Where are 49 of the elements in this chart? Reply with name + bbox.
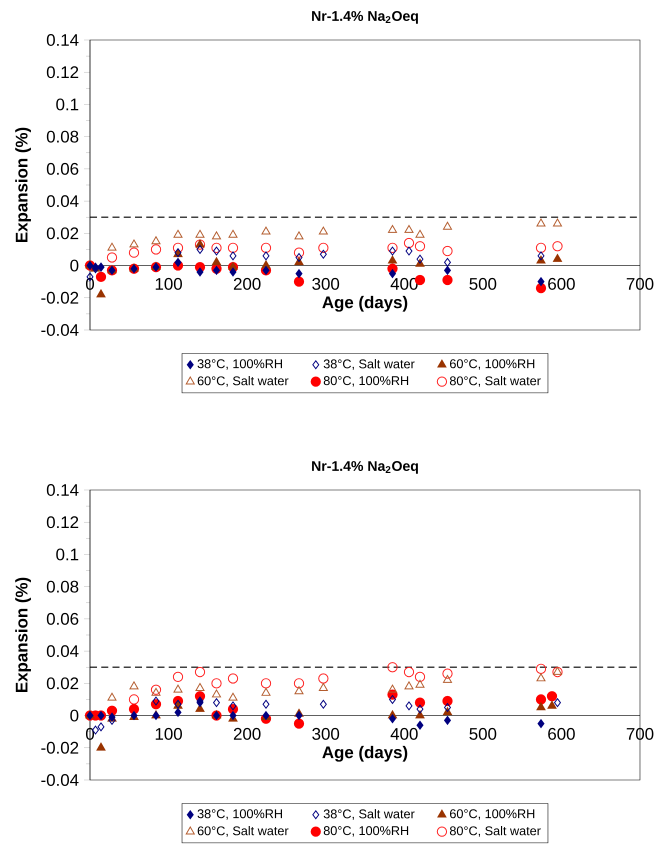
y-tick-label: 0.04 <box>46 645 79 658</box>
y-tick-label: 0.14 <box>46 484 79 496</box>
y-tick-label: -0.04 <box>41 774 79 786</box>
legend-label: 38°C, Salt water <box>324 359 415 370</box>
legend-label: 80°C, 100%RH <box>324 376 408 387</box>
x-tick-label: 200 <box>234 728 261 740</box>
x-axis-title: Age (days) <box>322 746 408 762</box>
y-tick-label: 0.08 <box>46 130 78 143</box>
chart-title: Nr-1.4% Na$_{2}$Oeq <box>312 11 418 24</box>
y-tick-label: 0.06 <box>46 162 78 175</box>
legend-label: 60°C, 100%RH <box>450 809 534 820</box>
legend-label: 80°C, Salt water <box>450 376 541 387</box>
x-tick-label: 600 <box>548 278 575 290</box>
legend-label: 60°C, 100%RH <box>450 359 534 370</box>
y-tick-label: 0.14 <box>46 34 79 46</box>
chart-title: Nr-1.4% Na$_{2}$Oeq <box>312 461 418 474</box>
x-tick-label: 300 <box>312 728 340 740</box>
x-tick-label: 300 <box>312 278 340 290</box>
y-tick-label: 0.12 <box>46 516 78 528</box>
legend-label: 38°C, 100%RH <box>198 809 282 820</box>
legend-label: 38°C, 100%RH <box>198 359 282 370</box>
y-tick-label: -0.02 <box>41 292 78 304</box>
y-axis-title: Expansion (%) <box>15 578 31 692</box>
x-axis-title: Age (days) <box>322 296 408 312</box>
y-tick-label: 0.1 <box>56 548 78 560</box>
legend-label: 60°C, Salt water <box>198 826 288 837</box>
y-tick-label: 0.12 <box>46 66 78 78</box>
legend-label: 80°C, 100%RH <box>324 826 408 837</box>
y-tick-label: 0.02 <box>46 227 78 240</box>
y-tick-label: 0 <box>70 710 78 722</box>
y-tick-label: 0.06 <box>46 612 78 625</box>
y-axis-title: Expansion (%) <box>15 128 31 242</box>
x-tick-label: 600 <box>548 728 575 740</box>
y-tick-label: 0.08 <box>46 580 78 593</box>
y-tick-label: 0 <box>70 260 78 272</box>
x-tick-label: 500 <box>469 728 496 740</box>
x-tick-label: 400 <box>390 728 418 740</box>
x-tick-label: 200 <box>234 278 261 290</box>
y-tick-label: -0.04 <box>41 324 79 336</box>
legend-label: 80°C, Salt water <box>450 826 541 837</box>
legend-label: 38°C, Salt water <box>324 809 415 820</box>
y-tick-label: -0.02 <box>41 742 78 754</box>
y-tick-label: 0.02 <box>46 677 78 690</box>
x-tick-label: 100 <box>156 278 182 290</box>
legend-label: 60°C, Salt water <box>198 376 288 387</box>
y-tick-label: 0.1 <box>56 98 78 110</box>
y-tick-label: 0.04 <box>46 195 79 208</box>
x-tick-label: 500 <box>469 278 496 290</box>
x-tick-label: 100 <box>156 728 182 740</box>
